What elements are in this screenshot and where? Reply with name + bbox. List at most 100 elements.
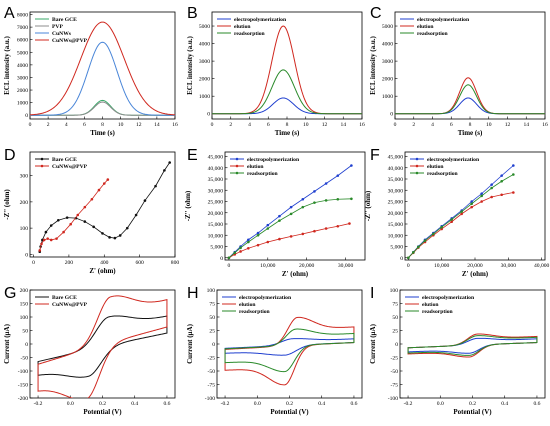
series-line xyxy=(395,77,545,115)
data-point xyxy=(278,237,281,241)
legend-marker xyxy=(415,171,419,175)
data-point xyxy=(247,240,250,244)
series-line xyxy=(212,69,362,115)
x-tick-label: 0 xyxy=(407,263,410,269)
data-point xyxy=(470,202,473,206)
x-tick-label: 10 xyxy=(486,122,492,128)
data-point xyxy=(65,216,69,219)
data-point xyxy=(256,231,260,235)
series-readsorption xyxy=(407,335,538,356)
chart-panel-i: I -0.2 0.0 0.2 0.4 0.6 -100 -75 -50 -25 0 25 50 75 100… xyxy=(369,285,546,416)
series-line xyxy=(212,97,362,115)
data-point xyxy=(412,251,415,254)
data-point xyxy=(40,242,43,246)
legend-label: electropolymerization xyxy=(234,17,287,23)
x-tick-label: 0.2 xyxy=(286,401,293,407)
legend-label: elution xyxy=(234,24,251,30)
legend-label: readsorption xyxy=(417,31,449,37)
x-tick-label: -0.2 xyxy=(404,401,413,407)
legend-label: PVP xyxy=(52,24,63,30)
data-point xyxy=(423,239,427,242)
x-tick-label: 6 xyxy=(83,122,86,128)
x-axis-label: Z' (ohm) xyxy=(282,270,309,278)
data-point xyxy=(350,164,353,167)
y-tick-label: 0 xyxy=(400,256,403,262)
x-tick-label: 10,000 xyxy=(434,263,450,269)
data-point xyxy=(350,197,353,201)
data-point xyxy=(324,199,328,202)
legend-label: elution xyxy=(239,302,256,308)
data-point xyxy=(500,174,503,177)
data-point xyxy=(289,212,293,216)
series-elution xyxy=(407,191,515,260)
y-tick-label: -100 xyxy=(18,369,28,375)
y-tick-label: 0 xyxy=(25,252,28,258)
y-tick-label: -50 xyxy=(208,369,216,375)
legend-label: elution xyxy=(247,164,264,170)
series-line xyxy=(228,165,352,259)
data-point xyxy=(83,205,87,209)
series-line xyxy=(407,335,538,356)
x-tick-label: 2 xyxy=(229,122,232,128)
x-tick-label: 14 xyxy=(340,122,346,128)
x-tick-label: 12 xyxy=(322,122,328,128)
y-tick-label: 100 xyxy=(390,288,399,294)
series-bare-gce xyxy=(30,99,175,116)
series-line xyxy=(224,338,355,356)
data-point xyxy=(113,236,117,240)
series-line xyxy=(395,84,545,115)
x-axis-label: Time (s) xyxy=(90,129,115,137)
y-tick-label: -75 xyxy=(208,383,216,389)
x-axis-label: Z' (ohm) xyxy=(89,267,116,275)
x-tick-label: 800 xyxy=(171,260,180,266)
x-tick-label: 600 xyxy=(135,260,144,266)
data-point xyxy=(125,226,129,230)
x-tick-label: 2 xyxy=(412,122,415,128)
plot-area xyxy=(407,164,515,260)
x-tick-label: 8 xyxy=(101,122,104,128)
legend-label: elution xyxy=(417,24,434,30)
legend-marker xyxy=(235,157,239,161)
y-tick-label: 4000 xyxy=(199,42,210,48)
y-tick-label: 5000 xyxy=(382,24,393,30)
y-tick-label: -100 xyxy=(205,396,215,402)
y-axis-label: ECL intensity (a.u.) xyxy=(369,35,377,94)
y-tick-label: 4000 xyxy=(17,63,28,69)
data-point xyxy=(106,178,110,181)
y-tick-label: 200 xyxy=(20,288,29,294)
data-point xyxy=(512,191,515,194)
y-tick-label: 30,000 xyxy=(388,188,404,194)
data-point xyxy=(407,256,410,260)
chart-panel-a: A 0 2 4 6 8 10 12 14 16 0 1000 2000 3000 4000 5000 6000 7… xyxy=(3,5,178,137)
x-tick-label: 200 xyxy=(65,260,74,266)
series-elution xyxy=(224,316,355,386)
y-tick-label: 8000 xyxy=(17,13,28,19)
y-tick-label: 40,000 xyxy=(208,166,224,172)
y-tick-label: 5,000 xyxy=(390,245,403,251)
data-point xyxy=(278,214,281,218)
x-tick-label: 0 xyxy=(211,122,214,128)
x-tick-label: 6 xyxy=(450,122,453,128)
chart-panel-b: B 0 2 4 6 8 10 12 14 16 0 1000 2000 3000 4000 5000 Time … xyxy=(186,5,365,137)
y-tick-label: 0 xyxy=(212,342,215,348)
y-tick-label: 100 xyxy=(207,288,216,294)
y-tick-label: 20,000 xyxy=(208,211,224,217)
y-tick-label: -50 xyxy=(391,369,399,375)
panel-letter: I xyxy=(370,285,374,302)
data-point xyxy=(289,205,293,209)
y-tick-label: -75 xyxy=(391,383,399,389)
legend-marker xyxy=(40,157,44,161)
y-tick-label: 35,000 xyxy=(208,177,224,183)
data-point xyxy=(42,238,46,242)
legend-label: CuNWs@PVP xyxy=(52,38,88,44)
series-bare-gce xyxy=(38,161,171,254)
data-point xyxy=(470,205,473,209)
y-tick-label: 0 xyxy=(25,113,28,119)
legend-label: electropolymerization xyxy=(427,157,480,163)
x-tick-label: 0.2 xyxy=(469,401,476,407)
data-point xyxy=(118,234,122,237)
